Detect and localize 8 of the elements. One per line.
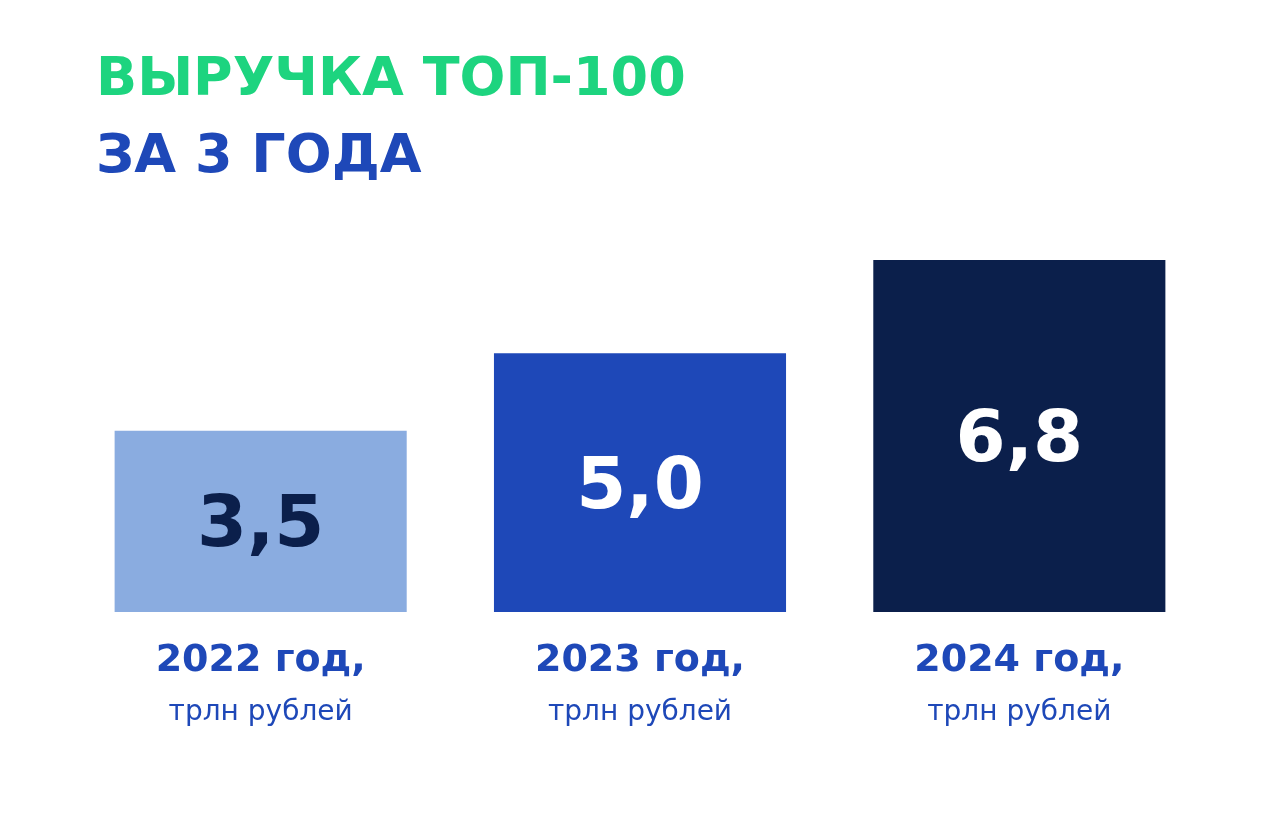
- chart-title: ВЫРУЧКА ТОП-100: [96, 45, 686, 108]
- x-tick-label: 2022 год, трлн рублей: [155, 636, 366, 728]
- chart-subtitle: ЗА 3 ГОДА: [96, 122, 422, 185]
- x-tick-label: 2024 год, трлн рублей: [914, 636, 1125, 728]
- data-label: 6,8: [955, 394, 1084, 478]
- x-tick-label: 2023 год, трлн рублей: [534, 636, 746, 728]
- data-label: 3,5: [196, 479, 325, 564]
- data-label: 5,0: [576, 440, 704, 525]
